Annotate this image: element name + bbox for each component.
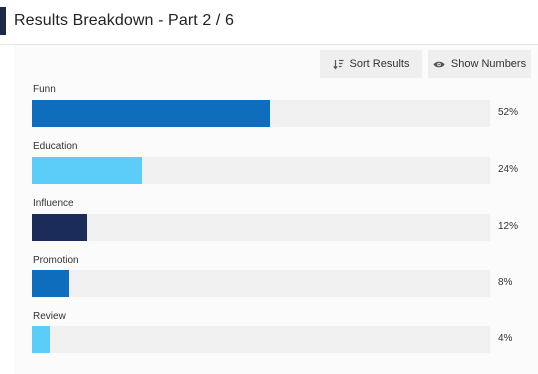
result-percent: 24%: [498, 164, 519, 175]
result-bar-fill: [32, 100, 271, 127]
results-panel: [14, 45, 538, 374]
sort-descending-icon: [332, 59, 344, 70]
result-label: Review: [33, 311, 66, 322]
result-bar-fill: [32, 326, 51, 353]
result-label: Education: [33, 141, 78, 152]
sort-results-label: Sort Results: [349, 58, 410, 70]
header-accent-bar: [0, 7, 6, 35]
result-percent: 4%: [498, 333, 513, 344]
result-bar-track: [32, 270, 490, 297]
result-percent: 52%: [498, 107, 519, 118]
result-bar-fill: [32, 214, 87, 241]
header: Results Breakdown - Part 2 / 6: [0, 0, 538, 45]
result-bar-track: [32, 157, 490, 184]
show-numbers-label: Show Numbers: [450, 58, 527, 70]
result-label: Influence: [33, 198, 74, 209]
result-percent: 8%: [498, 277, 513, 288]
result-bar-track: [32, 326, 490, 353]
result-label: Funn: [33, 84, 56, 95]
eye-icon: [433, 60, 445, 69]
result-bar-track: [32, 214, 490, 241]
result-bar-fill: [32, 270, 69, 297]
result-percent: 12%: [498, 221, 519, 232]
page-title: Results Breakdown - Part 2 / 6: [14, 12, 234, 29]
show-numbers-button[interactable]: Show Numbers: [428, 50, 531, 78]
result-bar-fill: [32, 157, 142, 184]
result-bar-track: [32, 100, 490, 127]
sort-results-button[interactable]: Sort Results: [320, 50, 422, 78]
result-label: Promotion: [33, 255, 79, 266]
